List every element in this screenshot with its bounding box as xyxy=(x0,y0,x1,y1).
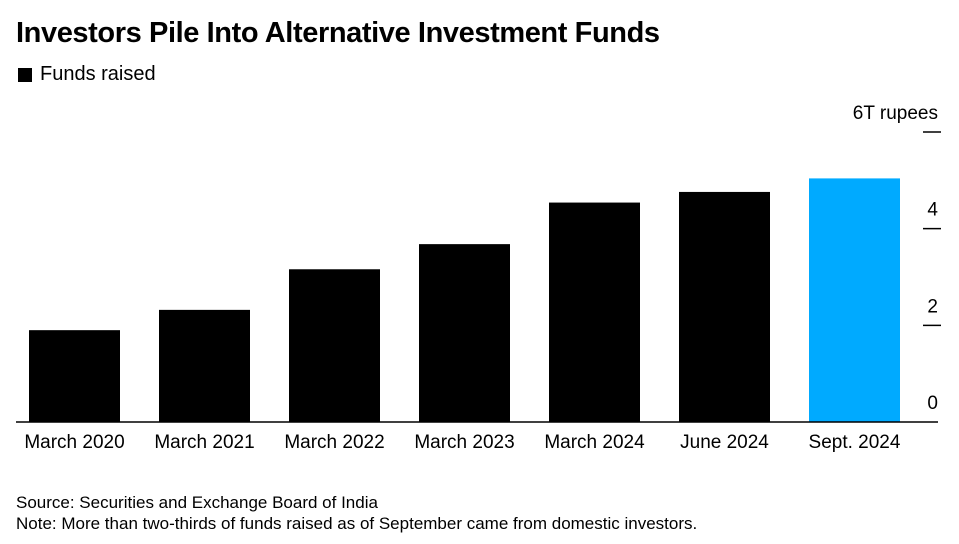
x-tick-label: June 2024 xyxy=(680,432,769,453)
y-tick-label: 6T rupees xyxy=(853,103,938,124)
bar-march-2021 xyxy=(159,309,250,422)
x-tick-label: March 2022 xyxy=(284,432,384,453)
y-tick-label: 0 xyxy=(927,393,938,414)
y-tick-label: 4 xyxy=(927,200,938,221)
bar-march-2023 xyxy=(419,244,510,422)
x-tick-label: March 2023 xyxy=(414,432,514,453)
bar-sept-2024 xyxy=(809,178,900,422)
legend-swatch xyxy=(18,67,32,82)
source-note: Source: Securities and Exchange Board of… xyxy=(16,493,378,512)
x-tick-label: March 2021 xyxy=(154,432,254,453)
bar-chart: March 2020 March 2021 March 2022 March 2023… xyxy=(16,103,941,453)
bar-june-2024 xyxy=(679,191,770,422)
bar-march-2020 xyxy=(29,330,120,422)
bar-march-2024 xyxy=(549,202,640,422)
x-tick-label: March 2020 xyxy=(24,432,124,453)
footnote: Note: More than two-thirds of funds rais… xyxy=(16,514,698,533)
chart-title: Investors Pile Into Alternative Investme… xyxy=(16,17,660,49)
legend: Funds raised xyxy=(18,63,156,86)
bar-march-2022 xyxy=(289,269,380,422)
legend-label: Funds raised xyxy=(40,63,156,85)
x-tick-label: Sept. 2024 xyxy=(809,432,901,453)
y-tick-label: 2 xyxy=(927,296,938,317)
x-tick-label: March 2024 xyxy=(544,432,645,453)
